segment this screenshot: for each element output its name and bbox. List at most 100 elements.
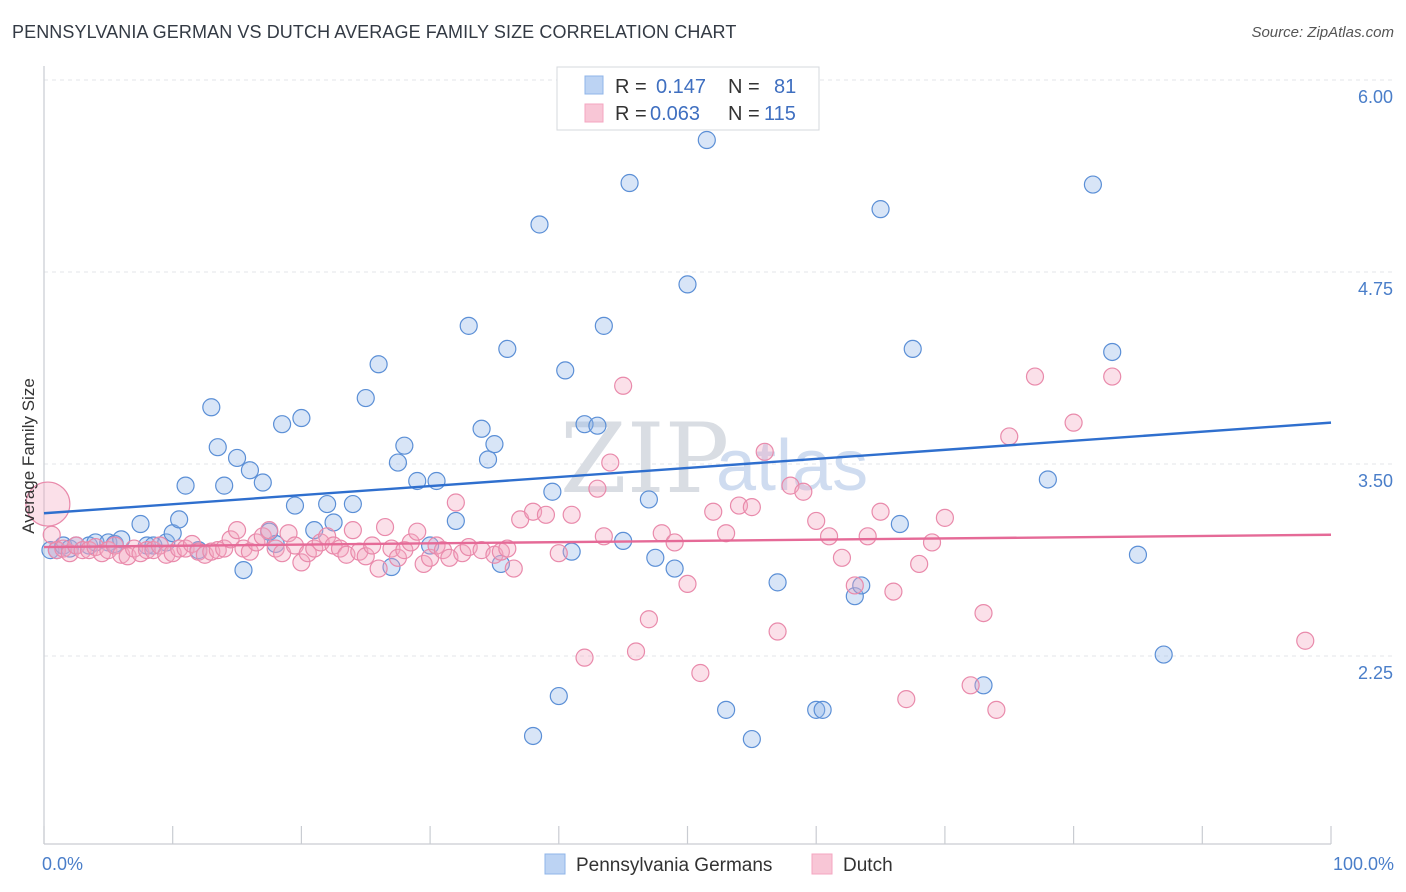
point-pg-60 bbox=[639, 490, 658, 509]
point-dutch-83 bbox=[639, 610, 658, 629]
point-dutch-81 bbox=[614, 376, 633, 395]
point-pg-72 bbox=[871, 200, 890, 219]
legend-swatch-pennsylvania-germans bbox=[584, 75, 604, 95]
legend-n-label-2: N = bbox=[728, 103, 760, 125]
point-dutch-85 bbox=[665, 533, 684, 552]
point-dutch-78 bbox=[588, 479, 607, 498]
point-dutch-91 bbox=[742, 498, 761, 517]
point-pg-67 bbox=[768, 573, 787, 592]
y-tick-label-2: 4.75 bbox=[1358, 279, 1393, 299]
point-pg-18 bbox=[202, 398, 221, 417]
legend-r-value-2: 0.063 bbox=[650, 103, 700, 125]
trend-line-dutch bbox=[43, 533, 1332, 549]
point-pg-63 bbox=[678, 275, 697, 294]
point-dutch-32 bbox=[240, 542, 260, 561]
point-dutch-89 bbox=[717, 524, 736, 543]
point-dutch-88 bbox=[704, 502, 723, 521]
point-dutch-30 bbox=[227, 521, 247, 540]
legend-n-value-2: 115 bbox=[764, 103, 796, 125]
point-pg-53 bbox=[556, 361, 575, 380]
point-pg-49 bbox=[523, 726, 543, 746]
bottom-legend-label-pennsylvania-germans: Pennsylvania Germans bbox=[576, 855, 772, 876]
point-dutch-52 bbox=[369, 559, 388, 578]
point-pg-70 bbox=[845, 587, 864, 606]
point-pg-68 bbox=[807, 700, 826, 719]
point-dutch-86 bbox=[678, 574, 697, 594]
point-dutch-97 bbox=[819, 527, 839, 546]
point-pg-74 bbox=[903, 339, 922, 359]
point-pg-44 bbox=[472, 419, 491, 438]
point-pg-46 bbox=[485, 435, 504, 454]
point-pg-65 bbox=[717, 700, 736, 719]
point-pg-71 bbox=[852, 576, 871, 595]
point-pg-48 bbox=[498, 339, 517, 359]
point-dutch-75 bbox=[549, 544, 568, 563]
point-dutch-100 bbox=[858, 527, 877, 546]
point-dutch-87 bbox=[691, 663, 710, 683]
point-dutch-53 bbox=[375, 517, 395, 537]
point-pg-77 bbox=[1083, 175, 1103, 194]
point-pg-29 bbox=[292, 408, 311, 428]
point-pg-27 bbox=[272, 415, 292, 434]
point-dutch-92 bbox=[755, 442, 774, 461]
point-dutch-114 bbox=[1296, 631, 1315, 650]
trend-lines bbox=[43, 421, 1332, 549]
x-axis-label-left: 0.0% bbox=[42, 854, 83, 874]
watermark-zip: ZIP bbox=[560, 403, 729, 515]
point-pg-64 bbox=[697, 130, 716, 150]
point-dutch-93 bbox=[768, 622, 787, 641]
point-pg-52 bbox=[549, 686, 568, 706]
point-pg-24 bbox=[253, 473, 272, 492]
point-dutch-99 bbox=[845, 576, 864, 595]
point-pg-23 bbox=[240, 461, 260, 480]
point-pg-10 bbox=[131, 514, 150, 534]
point-dutch-105 bbox=[922, 533, 942, 552]
point-dutch-70 bbox=[498, 539, 517, 558]
point-pg-73 bbox=[890, 514, 909, 534]
series-dutch-points bbox=[25, 367, 1315, 719]
point-dutch-64 bbox=[446, 493, 465, 512]
point-dutch-104 bbox=[910, 554, 929, 574]
point-dutch-96 bbox=[807, 511, 826, 531]
point-pg-50 bbox=[530, 215, 549, 234]
point-dutch-77 bbox=[575, 648, 594, 667]
point-pg-79 bbox=[1128, 545, 1148, 564]
point-pg-42 bbox=[446, 511, 465, 531]
point-pg-34 bbox=[356, 388, 375, 408]
bottom-legend-swatch-dutch bbox=[811, 853, 833, 875]
point-pg-43 bbox=[459, 316, 478, 335]
point-pg-62 bbox=[665, 559, 684, 578]
point-pg-57 bbox=[594, 316, 613, 335]
point-dutch-1 bbox=[42, 525, 61, 544]
point-pg-59 bbox=[620, 173, 639, 193]
point-dutch-29 bbox=[221, 530, 240, 549]
point-dutch-48 bbox=[343, 521, 362, 540]
scatter-points bbox=[25, 130, 1315, 749]
point-pg-37 bbox=[388, 453, 408, 472]
x-axis-ticks bbox=[43, 826, 1332, 844]
point-pg-80 bbox=[1154, 645, 1173, 664]
legend-r-label-2: R = bbox=[615, 103, 647, 125]
point-dutch-82 bbox=[626, 642, 646, 661]
point-pg-20 bbox=[215, 476, 234, 495]
legend-r-label-1: R = bbox=[615, 76, 647, 98]
series-legend: Pennsylvania Germans Dutch bbox=[544, 853, 893, 876]
point-pg-19 bbox=[208, 438, 227, 457]
legend-n-label-1: N = bbox=[728, 76, 760, 98]
point-pg-51 bbox=[543, 482, 562, 501]
point-dutch-95 bbox=[794, 482, 813, 501]
point-dutch-71 bbox=[504, 559, 523, 578]
point-pg-38 bbox=[395, 436, 414, 455]
point-dutch-109 bbox=[987, 700, 1006, 719]
point-dutch-102 bbox=[884, 582, 903, 601]
bottom-legend-label-dutch: Dutch bbox=[843, 855, 893, 876]
point-pg-16 bbox=[176, 476, 195, 495]
trend-line-pennsylvania-germans bbox=[43, 421, 1332, 515]
point-pg-15 bbox=[170, 510, 189, 529]
point-dutch-106 bbox=[935, 508, 955, 527]
point-pg-69 bbox=[813, 700, 832, 719]
bottom-legend-swatch-pennsylvania-germans bbox=[544, 853, 566, 875]
point-dutch-51 bbox=[363, 536, 382, 555]
point-pg-33 bbox=[343, 494, 362, 514]
